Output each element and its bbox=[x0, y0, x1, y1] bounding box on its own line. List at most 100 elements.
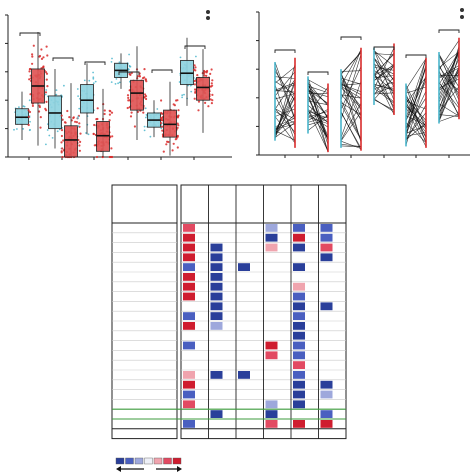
paired-line bbox=[405, 58, 427, 138]
paired-line bbox=[438, 82, 460, 109]
heatmap-cell bbox=[183, 400, 195, 409]
paired-line bbox=[405, 125, 427, 134]
heatmap-cell bbox=[320, 420, 333, 428]
heatmap-cell bbox=[293, 371, 305, 379]
heatmap-cell bbox=[183, 312, 195, 320]
heatmap-cell bbox=[293, 400, 305, 409]
data-point bbox=[77, 95, 79, 97]
data-point bbox=[60, 134, 64, 138]
data-point bbox=[126, 106, 129, 110]
data-point bbox=[74, 120, 77, 123]
data-point bbox=[177, 114, 180, 117]
paired-line bbox=[340, 77, 362, 85]
paired-line bbox=[438, 70, 460, 118]
data-point bbox=[77, 117, 79, 120]
data-point bbox=[118, 61, 121, 64]
data-point bbox=[138, 74, 141, 77]
data-point bbox=[78, 149, 81, 152]
data-point bbox=[109, 155, 112, 159]
data-point bbox=[88, 79, 91, 82]
data-point bbox=[109, 110, 112, 113]
paired-line bbox=[373, 65, 395, 96]
data-point bbox=[46, 54, 49, 57]
data-point bbox=[45, 143, 47, 146]
paired-line bbox=[307, 108, 329, 121]
heatmap-cell bbox=[183, 243, 195, 252]
paired-line bbox=[307, 85, 329, 119]
heatmap-cell bbox=[265, 233, 278, 242]
data-point bbox=[118, 81, 121, 84]
heatmap-cell bbox=[320, 380, 333, 389]
heatmap-cell bbox=[210, 292, 223, 301]
data-point bbox=[175, 137, 178, 140]
data-point bbox=[177, 109, 180, 112]
data-point bbox=[159, 117, 162, 120]
paired-line bbox=[438, 86, 460, 112]
data-point bbox=[28, 78, 31, 81]
paired-line bbox=[373, 50, 395, 67]
significance-bracket bbox=[84, 61, 106, 65]
paired-line bbox=[405, 86, 427, 144]
data-point bbox=[145, 80, 148, 83]
data-point bbox=[195, 55, 197, 58]
data-point bbox=[177, 124, 180, 127]
legend-arrowhead-left bbox=[116, 466, 121, 472]
data-point bbox=[46, 129, 49, 131]
legend-swatch bbox=[172, 457, 182, 465]
data-point bbox=[209, 85, 212, 88]
data-point bbox=[87, 133, 90, 136]
data-point bbox=[143, 68, 146, 71]
data-point bbox=[77, 115, 80, 118]
data-point bbox=[128, 72, 131, 76]
data-point bbox=[193, 83, 197, 86]
data-point bbox=[110, 81, 113, 83]
data-point bbox=[144, 95, 148, 98]
heatmap-cell bbox=[210, 263, 223, 271]
paired-line bbox=[274, 90, 296, 93]
paired-line bbox=[340, 145, 362, 148]
data-point bbox=[27, 115, 30, 118]
heatmap-cell bbox=[265, 341, 278, 350]
data-point bbox=[183, 93, 185, 96]
data-point bbox=[48, 134, 51, 137]
heatmap-cell bbox=[320, 224, 333, 232]
data-point bbox=[211, 99, 214, 102]
paired-line bbox=[405, 66, 427, 122]
box bbox=[64, 125, 78, 158]
data-point bbox=[193, 64, 196, 67]
data-point bbox=[94, 80, 97, 83]
heatmap-cell bbox=[293, 331, 305, 340]
paired-line bbox=[274, 93, 296, 100]
heatmap-cell bbox=[183, 322, 195, 330]
paired-line bbox=[340, 111, 362, 142]
data-point bbox=[192, 68, 196, 71]
paired-line bbox=[373, 74, 395, 108]
data-point bbox=[114, 83, 117, 85]
data-point bbox=[197, 109, 200, 112]
paired-line bbox=[274, 84, 296, 143]
data-point bbox=[211, 79, 214, 82]
data-point bbox=[28, 99, 31, 102]
legend-mark bbox=[460, 8, 464, 12]
heatmap-cell bbox=[293, 322, 305, 330]
data-point bbox=[160, 125, 164, 128]
data-point bbox=[77, 125, 80, 127]
data-point bbox=[211, 93, 214, 96]
heatmap-cell bbox=[183, 263, 195, 271]
legend-mark bbox=[206, 10, 210, 14]
heatmap-cell bbox=[183, 371, 195, 379]
data-point bbox=[39, 126, 42, 129]
paired-line bbox=[438, 65, 460, 78]
paired-line bbox=[405, 105, 427, 133]
significance-bracket bbox=[118, 71, 140, 75]
data-point bbox=[143, 129, 146, 132]
heatmap-cell bbox=[293, 233, 305, 242]
data-point bbox=[79, 140, 82, 143]
paired-line bbox=[307, 119, 329, 126]
paired-line bbox=[340, 140, 362, 149]
paired-line bbox=[438, 72, 460, 122]
heatmap-cell bbox=[238, 371, 250, 379]
data-point bbox=[160, 99, 163, 102]
paired-line bbox=[274, 76, 296, 79]
panel-c-heatmap bbox=[111, 184, 347, 472]
